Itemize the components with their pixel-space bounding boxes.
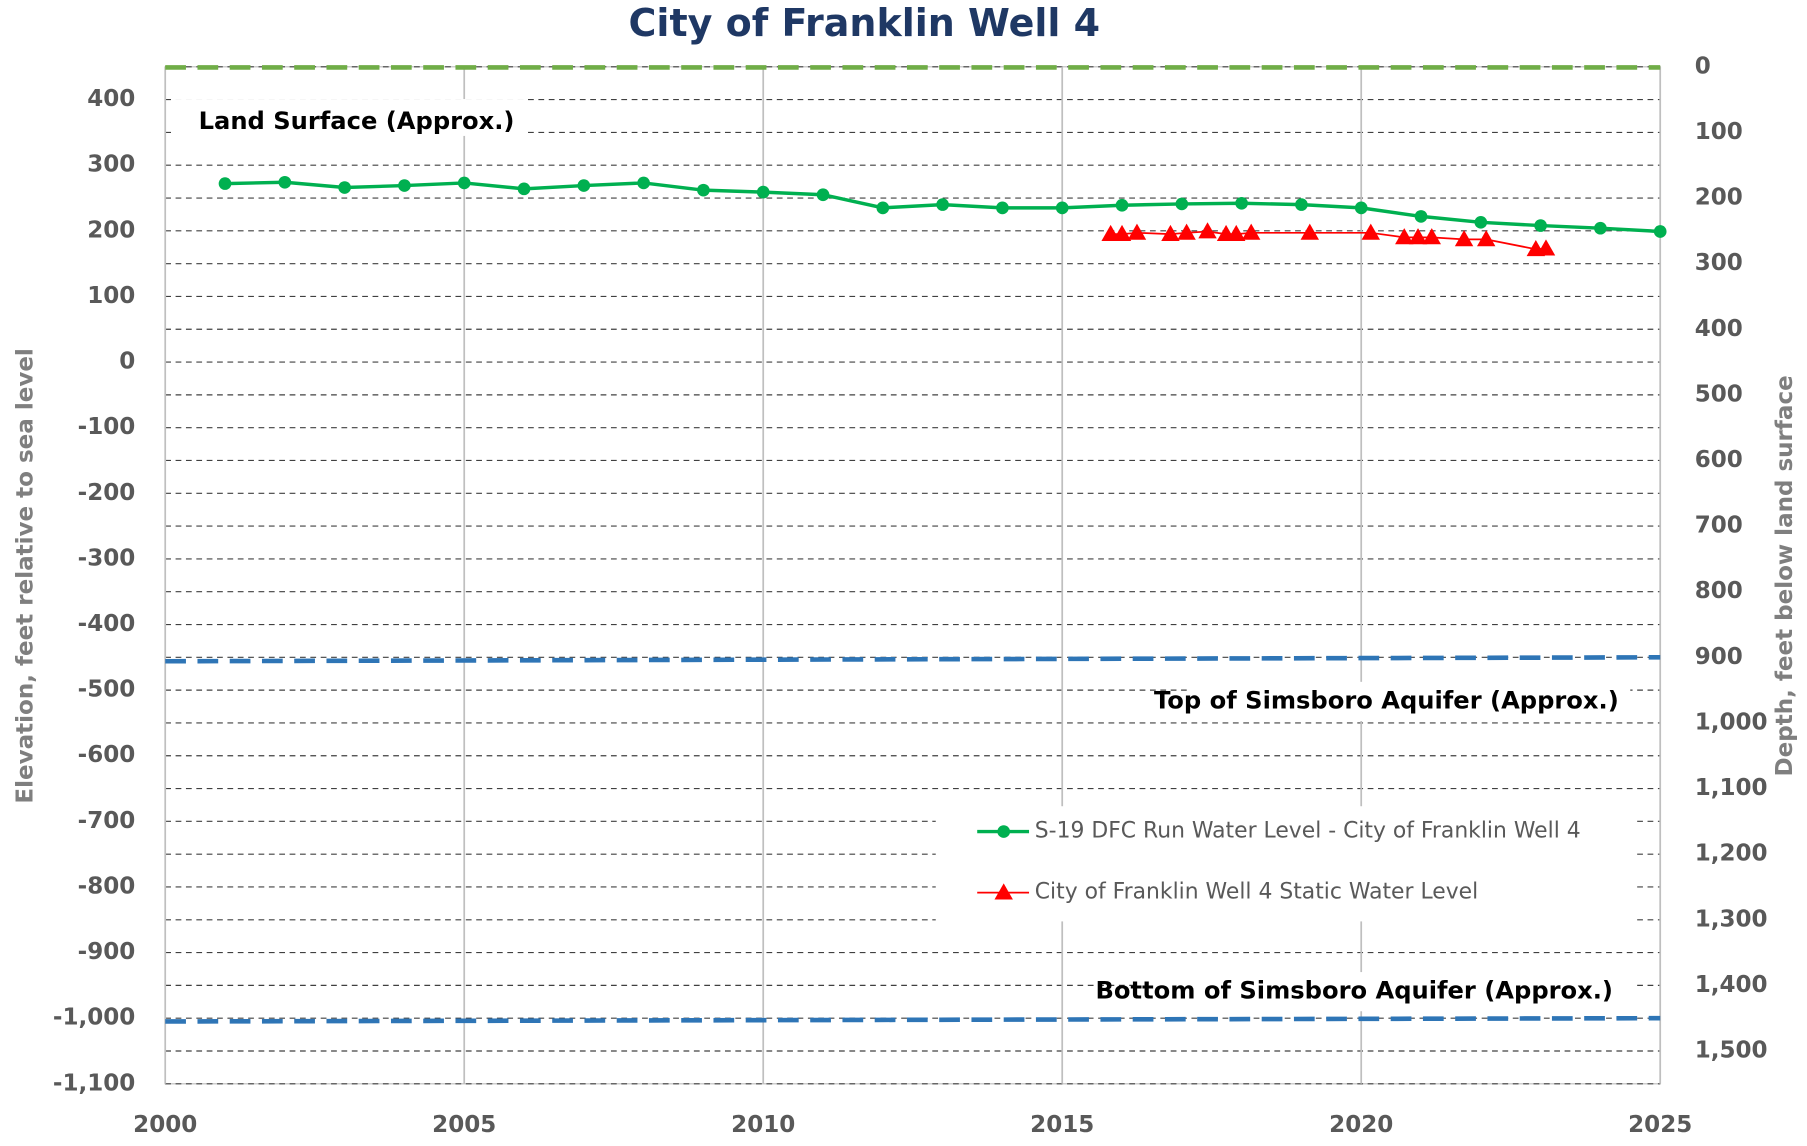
label-background <box>1138 972 1634 1012</box>
y-tick-label: -400 <box>78 611 136 637</box>
reference-label: Land Surface (Approx.) <box>199 107 515 135</box>
data-point <box>577 179 591 192</box>
data-point <box>1300 223 1319 240</box>
y-tick-label: -500 <box>78 677 136 703</box>
y2-tick-label: 1,200 <box>1695 841 1768 867</box>
legend-label: City of Franklin Well 4 Static Water Lev… <box>1035 880 1478 905</box>
y2-tick-label: 800 <box>1695 578 1743 604</box>
data-point <box>1361 223 1380 240</box>
data-point <box>637 176 650 190</box>
data-point <box>1227 224 1246 242</box>
y2-tick-label: 600 <box>1695 447 1743 473</box>
x-tick-label: 2000 <box>133 1112 197 1138</box>
y-tick-label: -600 <box>78 742 136 768</box>
y2-tick-label: 700 <box>1695 513 1743 539</box>
legend-marker <box>994 883 1013 900</box>
label-background <box>1186 681 1631 722</box>
x-tick-label: 2020 <box>1329 1112 1393 1138</box>
data-point <box>1454 230 1474 247</box>
data-point <box>1422 228 1441 245</box>
data-point <box>1177 223 1196 240</box>
data-point <box>756 185 770 199</box>
y2-tick-label: 1,400 <box>1695 972 1768 998</box>
legend-label: S-19 DFC Run Water Level - City of Frank… <box>1035 819 1581 844</box>
data-point <box>1241 223 1261 240</box>
data-point <box>816 188 830 202</box>
y-tick-label: 300 <box>87 152 135 178</box>
data-point <box>1354 201 1368 215</box>
data-point <box>1474 215 1488 229</box>
data-point <box>218 177 232 190</box>
data-point <box>1115 198 1129 212</box>
y2-tick-label: 400 <box>1695 316 1743 342</box>
y-tick-label: -700 <box>78 808 136 834</box>
data-point <box>1127 223 1147 240</box>
data-point <box>936 198 949 211</box>
data-point <box>996 201 1009 215</box>
y2-tick-label: 900 <box>1695 644 1743 670</box>
chart-title: City of Franklin Well 4 <box>629 1 1101 45</box>
reference-label: Top of Simsboro Aquifer (Approx.) <box>1154 686 1619 714</box>
y-tick-label: -200 <box>78 480 136 506</box>
reference-line <box>165 655 1661 664</box>
data-point <box>457 176 471 190</box>
y-tick-label: 200 <box>87 217 135 243</box>
legend-marker <box>997 825 1011 838</box>
x-tick-label: 2015 <box>1030 1112 1094 1138</box>
data-point <box>517 182 531 196</box>
reference-line <box>165 1015 1661 1024</box>
x-tick-label: 2005 <box>432 1112 496 1138</box>
y2-tick-label: 100 <box>1695 119 1743 145</box>
legend-box <box>935 806 1637 922</box>
y-tick-label: -1,100 <box>53 1070 135 1096</box>
data-point <box>1175 197 1189 211</box>
y2-tick-label: 200 <box>1695 185 1743 211</box>
y2-tick-label: 1,300 <box>1695 906 1768 932</box>
data-point <box>398 179 411 192</box>
data-point <box>338 181 351 194</box>
y-tick-label: 100 <box>87 283 135 309</box>
reference-label: Bottom of Simsboro Aquifer (Approx.) <box>1096 977 1613 1005</box>
y2-tick-label: 300 <box>1695 250 1743 276</box>
y2-tick-label: 0 <box>1695 53 1711 79</box>
data-point <box>1055 201 1069 215</box>
data-point <box>1536 239 1556 256</box>
y-tick-label: -100 <box>78 414 136 440</box>
data-point <box>1594 221 1607 235</box>
y2-tick-label: 1,000 <box>1695 709 1768 735</box>
y-tick-label: -300 <box>78 545 136 571</box>
data-point <box>1112 224 1132 242</box>
data-point <box>1295 198 1308 211</box>
data-point <box>1534 219 1547 232</box>
x-tick-label: 2010 <box>731 1112 795 1138</box>
data-point <box>697 183 710 197</box>
data-point <box>1395 228 1414 245</box>
legend: S-19 DFC Run Water Level - City of Frank… <box>935 806 1637 922</box>
y-tick-label: -1,000 <box>53 1005 135 1031</box>
data-point <box>1653 225 1667 238</box>
data-point <box>278 175 292 189</box>
y2-tick-label: 1,500 <box>1695 1037 1768 1063</box>
data-point <box>1198 222 1217 239</box>
y-tick-label: -800 <box>78 873 136 899</box>
x-tick-label: 2025 <box>1628 1112 1692 1138</box>
data-point <box>1408 228 1428 245</box>
data-point <box>1161 224 1180 242</box>
data-point <box>876 201 890 215</box>
y-tick-label: 0 <box>119 349 135 375</box>
y-axis-title: Elevation, feet relative to sea level <box>12 348 38 803</box>
label-background <box>173 99 525 136</box>
data-point <box>1235 196 1248 210</box>
y2-tick-label: 1,100 <box>1695 775 1768 801</box>
y2-tick-label: 500 <box>1695 381 1743 407</box>
data-point <box>1476 230 1496 247</box>
y-tick-label: 400 <box>87 86 135 112</box>
y2-axis-title: Depth, feet below land surface <box>1772 375 1798 776</box>
y-tick-label: -900 <box>78 939 136 965</box>
data-point <box>1414 210 1428 223</box>
